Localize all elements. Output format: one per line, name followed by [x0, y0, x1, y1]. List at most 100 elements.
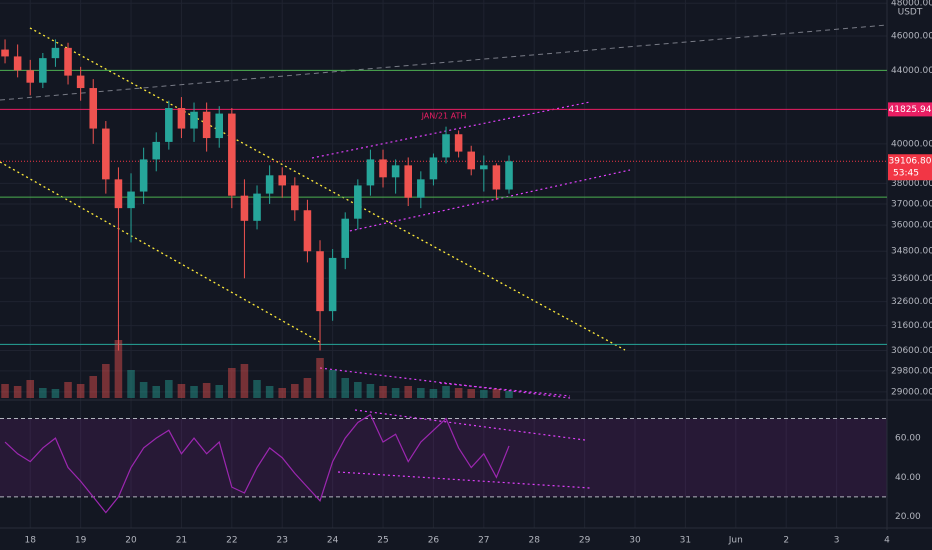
currency: USDT	[898, 8, 923, 18]
candle-body	[391, 165, 400, 178]
channel-line	[311, 101, 591, 159]
volume-bar	[303, 378, 312, 398]
volume-bar	[51, 389, 60, 398]
x-tick-label: 21	[176, 536, 187, 546]
trend-line	[0, 161, 321, 343]
candle-body	[303, 210, 312, 252]
y-tick-label: 29800.00	[891, 366, 932, 376]
candle-body	[190, 111, 198, 129]
volume-bar	[467, 389, 475, 398]
volume-bar	[64, 382, 72, 398]
y-tick-label: 32600.00	[891, 297, 932, 307]
volume-bar	[102, 364, 110, 398]
x-tick-label: 30	[629, 536, 641, 546]
x-tick-label: 29	[579, 536, 591, 546]
candle-body	[341, 218, 350, 258]
x-tick-label: 31	[680, 536, 691, 546]
countdown: 53:45	[893, 169, 919, 179]
rsi-line	[4, 413, 510, 514]
candle-body	[291, 185, 299, 211]
volume-bar	[228, 368, 236, 398]
volume-bar	[291, 384, 299, 398]
volume-bar	[404, 386, 413, 398]
volume-bar	[127, 370, 135, 398]
candle-body	[328, 257, 337, 312]
x-tick-label: 24	[327, 536, 339, 546]
y-tick-label: 44000.00	[891, 66, 932, 76]
volume-bar	[152, 386, 161, 398]
candle-body	[76, 75, 85, 89]
volume-bar	[13, 386, 22, 398]
y-tick-label: 31600.00	[891, 321, 932, 331]
candle-body	[442, 134, 450, 158]
rsi-tick-label: 20.00	[895, 512, 921, 522]
rsi-trend-line	[354, 409, 586, 441]
candle-body	[404, 165, 413, 198]
candle-body	[278, 175, 287, 186]
candle-body	[102, 128, 110, 180]
volume-bar	[417, 388, 425, 398]
volume-bar	[379, 386, 387, 398]
volume-bar	[76, 384, 85, 398]
x-tick-label: Jun	[728, 536, 743, 546]
volume-bar	[89, 376, 98, 398]
volume-bar	[442, 386, 450, 398]
candle-body	[354, 185, 362, 219]
volume-bar	[253, 380, 261, 398]
x-tick-label: 4	[884, 536, 890, 546]
volume-bar	[215, 385, 224, 398]
volume-wedge	[319, 367, 571, 399]
candle-body	[215, 113, 224, 139]
volume-bar	[139, 382, 148, 398]
candle-body	[39, 58, 47, 83]
volume-bar	[202, 383, 211, 398]
candle-body	[228, 113, 236, 196]
drawings	[0, 24, 888, 489]
x-tick-label: 26	[428, 536, 440, 546]
rsi-tick-label: 60.00	[895, 434, 921, 444]
rsi-background	[0, 418, 887, 498]
volume-bar	[354, 382, 362, 398]
x-tick-label: 28	[528, 536, 540, 546]
volume-bar	[328, 370, 337, 398]
annotation: JAN/21 ATH	[421, 112, 467, 121]
candle-body	[114, 179, 123, 209]
candle-body	[316, 251, 324, 312]
x-tick-label: 19	[75, 536, 87, 546]
candle-body	[165, 108, 173, 142]
volume-bar	[316, 358, 324, 398]
x-tick-label: 23	[277, 536, 288, 546]
candle-body	[379, 159, 387, 178]
candle-body	[265, 175, 274, 194]
candle-body	[240, 195, 249, 221]
candle-body	[89, 88, 98, 129]
volume-bar	[480, 390, 488, 398]
trend-line	[0, 24, 888, 101]
y-tick-label: 37000.00	[891, 199, 932, 209]
candle-body	[366, 159, 375, 186]
last-price-bg	[888, 154, 932, 181]
last-price-label: 39106.80	[889, 157, 932, 167]
x-tick-label: 27	[478, 536, 489, 546]
candle-body	[492, 165, 501, 190]
candle-body	[202, 111, 211, 139]
x-tick-label: 2	[783, 536, 789, 546]
candle-body	[51, 47, 60, 59]
volume-bar	[240, 364, 249, 398]
y-tick-label: 40000.00	[891, 139, 932, 149]
level-label: 41825.94	[889, 105, 932, 115]
candle-body	[1, 49, 9, 57]
volume-bar	[39, 388, 47, 398]
volume-bar	[165, 380, 173, 398]
rsi-tick-label: 40.00	[895, 473, 921, 483]
y-tick-label: 36000.00	[891, 221, 932, 231]
volume-bar	[505, 391, 513, 398]
candle-body	[177, 108, 186, 129]
volume-bar	[391, 388, 400, 398]
volume-bar	[190, 386, 198, 398]
candle-body	[13, 56, 22, 71]
volume-bar	[26, 380, 35, 398]
y-tick-label: 33600.00	[891, 274, 932, 284]
volume-bar	[114, 340, 123, 398]
